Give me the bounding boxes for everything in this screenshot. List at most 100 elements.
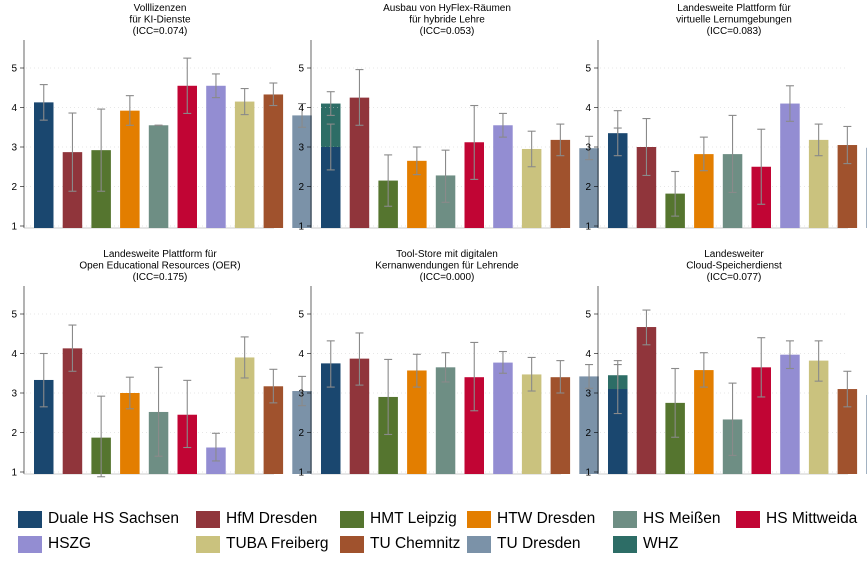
bar xyxy=(837,145,858,228)
legend-label: HTW Dresden xyxy=(497,510,596,527)
legend-swatch xyxy=(196,535,220,553)
bar xyxy=(808,139,829,228)
y-tick-label: 5 xyxy=(585,310,591,321)
legend-label: HfM Dresden xyxy=(226,510,318,527)
legend-item: TU Chemnitz xyxy=(340,535,460,553)
bar xyxy=(34,102,54,228)
panel-title: Volllizenzen für KI-Dienste (ICC=0.074) xyxy=(129,3,191,37)
bar xyxy=(234,357,255,474)
panel-title: Landesweite Plattform für virtuelle Lernu… xyxy=(676,3,792,37)
bar xyxy=(608,133,628,228)
legend-label: HS Meißen xyxy=(643,510,721,527)
bar xyxy=(837,389,858,474)
y-tick-label: 5 xyxy=(298,64,304,75)
y-tick-label: 1 xyxy=(298,468,304,479)
legend-item: HS Meißen xyxy=(613,510,721,528)
y-tick-label: 2 xyxy=(298,428,304,439)
chart-panel: Volllizenzen für KI-Dienste (ICC=0.074) 1 2 3… xyxy=(11,3,341,233)
bar xyxy=(808,360,829,474)
legend-item: HMT Leipzig xyxy=(340,510,457,528)
y-tick-label: 2 xyxy=(11,428,17,439)
y-tick-label: 3 xyxy=(11,143,17,154)
legend-item: Duale HS Sachsen xyxy=(18,510,179,528)
legend-item: HTW Dresden xyxy=(467,510,595,528)
y-tick-label: 3 xyxy=(298,389,304,400)
bar xyxy=(407,370,427,474)
bar xyxy=(62,348,83,474)
panel-title: Ausbau von HyFlex-Räumen für hybride Lehr… xyxy=(383,3,511,37)
y-tick-label: 1 xyxy=(585,222,591,233)
legend-label: TUBA Freiberg xyxy=(226,535,329,552)
panel-title: Tool-Store mit digitalen Kernanwendungen … xyxy=(375,249,519,283)
legend-label: TU Dresden xyxy=(497,535,581,552)
bar xyxy=(493,362,513,474)
y-tick-label: 4 xyxy=(585,349,591,360)
legend-label: TU Chemnitz xyxy=(370,535,461,552)
panel-title: Landesweiter Cloud-Speicherdienst (ICC=0.0… xyxy=(686,249,782,283)
bar xyxy=(206,85,226,229)
legend-label: HMT Leipzig xyxy=(370,510,457,527)
bar xyxy=(665,402,685,474)
bar xyxy=(694,370,714,474)
legend-item: HS Mittweida xyxy=(736,510,857,528)
bar xyxy=(550,139,571,228)
bar xyxy=(694,154,714,228)
legend-swatch xyxy=(613,535,637,553)
y-tick-label: 3 xyxy=(11,389,17,400)
y-tick-label: 5 xyxy=(298,310,304,321)
bar xyxy=(292,115,312,228)
legend-item: HfM Dresden xyxy=(196,510,317,528)
bar xyxy=(321,363,341,474)
y-tick-label: 1 xyxy=(11,468,17,479)
y-tick-label: 2 xyxy=(298,182,304,193)
panel-title: Landesweite Plattform für Open Educationa… xyxy=(79,249,240,283)
legend-item: TUBA Freiberg xyxy=(196,535,329,553)
chart-panel: Tool-Store mit digitalen Kernanwendungen … xyxy=(298,249,628,479)
y-tick-label: 3 xyxy=(585,143,591,154)
bar xyxy=(579,148,599,228)
legend-item: HSZG xyxy=(18,535,91,553)
bar xyxy=(751,367,771,474)
bar xyxy=(493,125,513,228)
y-tick-label: 1 xyxy=(298,222,304,233)
y-tick-label: 1 xyxy=(585,468,591,479)
chart-panel: Landesweite Plattform für Open Educationa… xyxy=(11,249,341,479)
y-tick-label: 5 xyxy=(11,64,17,75)
legend-swatch xyxy=(18,510,42,528)
legend-swatch xyxy=(340,510,364,528)
bar xyxy=(435,367,456,474)
legend-item: TU Dresden xyxy=(467,535,581,553)
y-tick-label: 5 xyxy=(11,310,17,321)
legend-swatch xyxy=(467,535,491,553)
y-tick-label: 4 xyxy=(585,103,591,114)
bar xyxy=(120,110,140,228)
y-tick-label: 3 xyxy=(585,389,591,400)
y-tick-label: 3 xyxy=(298,143,304,154)
bar xyxy=(263,386,284,474)
y-tick-label: 4 xyxy=(298,349,304,360)
y-tick-label: 5 xyxy=(585,64,591,75)
bar xyxy=(34,379,54,474)
bar xyxy=(521,148,542,228)
bar xyxy=(120,393,140,474)
bar xyxy=(780,103,800,228)
y-tick-label: 2 xyxy=(11,182,17,193)
y-tick-label: 4 xyxy=(298,103,304,114)
y-tick-label: 4 xyxy=(11,349,17,360)
legend-swatch xyxy=(18,535,42,553)
bar xyxy=(378,396,398,474)
chart-panel: Landesweite Plattform für virtuelle Lernu… xyxy=(585,3,867,233)
legend-swatch xyxy=(196,510,220,528)
bar xyxy=(550,377,571,474)
legend-item: WHZ xyxy=(613,535,678,553)
bar xyxy=(464,142,484,228)
bar xyxy=(148,125,169,228)
y-tick-label: 4 xyxy=(11,103,17,114)
legend-swatch xyxy=(736,510,760,528)
bar xyxy=(263,94,284,228)
bar xyxy=(349,97,370,228)
chart-panels: Volllizenzen für KI-Dienste (ICC=0.074) 1 2 3… xyxy=(11,3,867,479)
bar xyxy=(579,376,599,474)
bar xyxy=(464,377,484,474)
